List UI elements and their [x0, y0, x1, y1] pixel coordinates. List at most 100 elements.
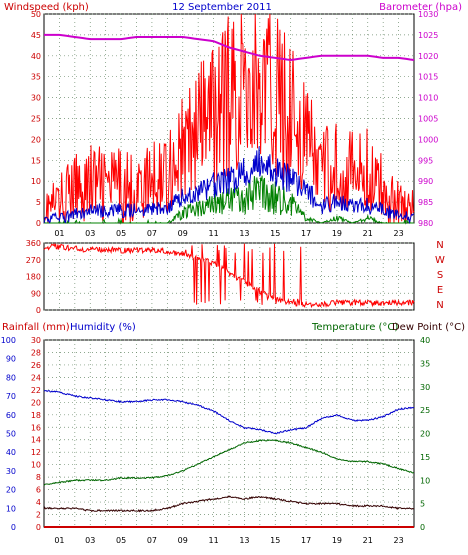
temperature-x-tick-label: 03: [85, 536, 95, 545]
humidity-tick-label: 14: [31, 436, 41, 445]
rainfall-tick-label: 70: [6, 392, 16, 401]
temperature-tick-label: 0: [420, 523, 425, 532]
humidity-tick-label: 10: [31, 461, 41, 470]
temperature-tick-label: 40: [420, 336, 430, 345]
temperature-x-tick-label: 17: [301, 536, 311, 545]
rainfall-tick-label: 90: [6, 355, 16, 364]
barometer-tick-label: 1005: [418, 115, 438, 124]
humidity-tick-label: 2: [36, 511, 41, 520]
wind-x-tick-label: 13: [239, 229, 249, 238]
humidity-tick-label: 0: [36, 523, 41, 532]
wind-tick-label: 45: [31, 31, 41, 40]
humidity-tick-label: 16: [31, 423, 41, 432]
rainfall-tick-label: 100: [1, 336, 16, 345]
humidity-tick-label: 24: [31, 373, 41, 382]
rainfall-tick-label: 60: [6, 411, 16, 420]
temperature-tick-label: 5: [420, 500, 425, 509]
humidity-tick-label: 22: [31, 386, 41, 395]
humidity-tick-label: 4: [36, 498, 41, 507]
temperature-tick-label: 20: [420, 430, 430, 439]
wind-tick-label: 10: [31, 177, 41, 186]
direction-compass-letter: S: [437, 270, 443, 281]
temperature-x-tick-label: 19: [332, 536, 342, 545]
direction-compass-letter: N: [436, 240, 443, 251]
temperature-x-tick-label: 13: [239, 536, 249, 545]
windspeed-axis-title: Windspeed (kph): [4, 2, 89, 13]
barometer-tick-label: 995: [418, 156, 433, 165]
humidity-tick-label: 20: [31, 398, 41, 407]
humidity-tick-label: 6: [36, 486, 41, 495]
barometer-series-line: [44, 33, 415, 62]
temperature-x-tick-label: 11: [208, 536, 218, 545]
barometer-tick-label: 980: [418, 219, 433, 228]
temperature-x-tick-label: 09: [178, 536, 188, 545]
wind-tick-label: 40: [31, 52, 41, 61]
wind-x-tick-label: 07: [147, 229, 157, 238]
temperature-axis-title: Temperature (°C): [311, 322, 398, 333]
wind-x-tick-label: 03: [85, 229, 95, 238]
barometer-tick-label: 1030: [418, 10, 438, 19]
wind-x-tick-label: 15: [270, 229, 280, 238]
wind-x-tick-label: 19: [332, 229, 342, 238]
wind-tick-label: 15: [31, 156, 41, 165]
barometer-tick-label: 1025: [418, 31, 438, 40]
wind-tick-label: 35: [31, 73, 41, 82]
humidity-tick-label: 28: [31, 348, 41, 357]
wind-x-tick-label: 11: [208, 229, 218, 238]
wind-x-tick-label: 01: [54, 229, 64, 238]
direction-tick-label: 90: [31, 289, 41, 298]
wind-tick-label: 25: [31, 115, 41, 124]
temperature-tick-label: 30: [420, 383, 430, 392]
humidity-axis-title: Humidity (%): [70, 322, 136, 333]
temperature-tick-label: 10: [420, 476, 430, 485]
dewpoint-axis-title: Dew Point (°C): [392, 322, 465, 333]
barometer-tick-label: 1015: [418, 73, 438, 82]
direction-tick-label: 270: [26, 256, 41, 265]
barometer-tick-label: 990: [418, 177, 433, 186]
temperature-tick-label: 35: [420, 359, 430, 368]
temperature-x-tick-label: 23: [393, 536, 403, 545]
direction-tick-label: 0: [36, 306, 41, 315]
temperature-x-tick-label: 05: [116, 536, 126, 545]
wind-tick-label: 0: [36, 219, 41, 228]
rainfall-tick-label: 20: [6, 486, 16, 495]
rainfall-tick-label: 10: [6, 504, 16, 513]
barometer-tick-label: 1020: [418, 52, 438, 61]
rainfall-tick-label: 0: [11, 523, 16, 532]
humidity-tick-label: 18: [31, 411, 41, 420]
direction-compass-letter: N: [436, 300, 443, 311]
direction-tick-label: 180: [26, 273, 41, 282]
wind-tick-label: 20: [31, 135, 41, 144]
wind-x-tick-label: 21: [363, 229, 373, 238]
temperature-tick-label: 25: [420, 406, 430, 415]
temperature-x-tick-label: 15: [270, 536, 280, 545]
direction-compass-letter: E: [437, 285, 443, 296]
temperature-series-line: [43, 439, 415, 486]
temperature-x-tick-label: 21: [363, 536, 373, 545]
wind-direction-series-line: [43, 242, 415, 309]
wind-x-tick-label: 17: [301, 229, 311, 238]
rainfall-tick-label: 40: [6, 448, 16, 457]
humidity-tick-label: 26: [31, 361, 41, 370]
humidity-tick-label: 8: [36, 473, 41, 482]
wind-average-series-line: [43, 146, 415, 225]
direction-tick-label: 360: [26, 239, 41, 248]
barometer-tick-label: 1010: [418, 94, 438, 103]
temperature-x-tick-label: 07: [147, 536, 157, 545]
barometer-tick-label: 1000: [418, 135, 438, 144]
rainfall-axis-title: Rainfall (mm): [2, 322, 70, 333]
temperature-tick-label: 15: [420, 453, 430, 462]
barometer-axis-title: Barometer (hpa): [379, 2, 462, 13]
direction-compass-letter: W: [435, 255, 445, 266]
wind-x-tick-label: 05: [116, 229, 126, 238]
wind-tick-label: 5: [36, 198, 41, 207]
rainfall-tick-label: 80: [6, 373, 16, 382]
rainfall-tick-label: 30: [6, 467, 16, 476]
humidity-series-line: [43, 390, 415, 435]
humidity-tick-label: 12: [31, 448, 41, 457]
chart-title: 12 September 2011: [172, 2, 272, 13]
temperature-x-tick-label: 01: [54, 536, 64, 545]
dewpoint-series-line: [43, 495, 415, 513]
